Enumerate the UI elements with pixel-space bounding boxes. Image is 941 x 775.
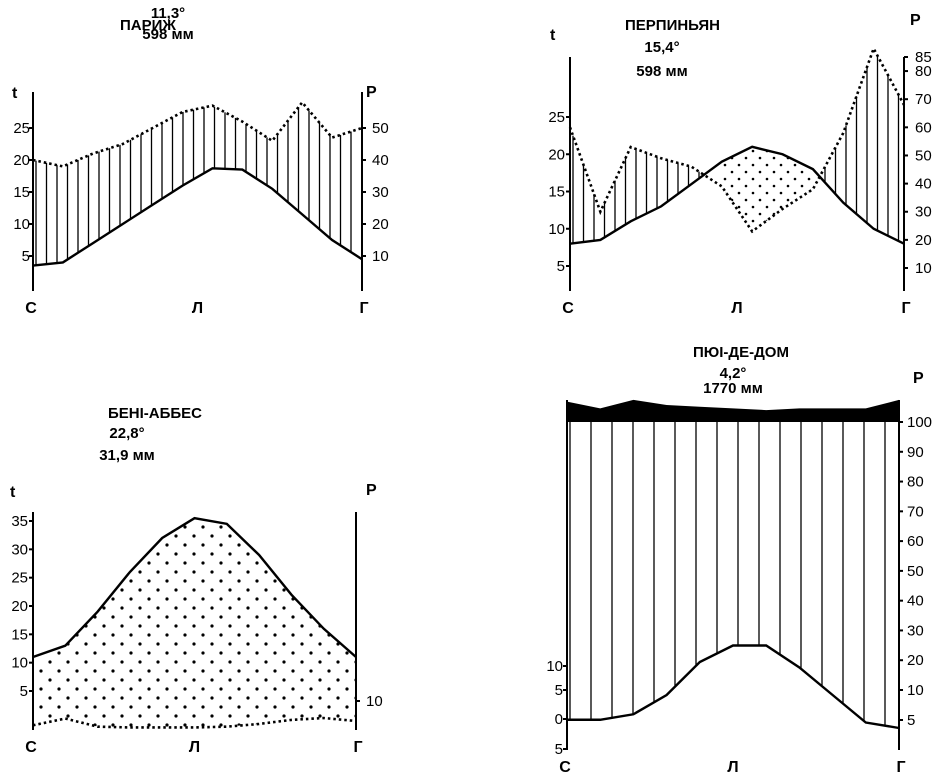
- temperature-line: [32, 167, 363, 267]
- right-tick-label: 70: [915, 91, 932, 108]
- right-tick-label: 30: [915, 204, 932, 221]
- left-tick-label: 20: [548, 146, 565, 163]
- left-tick-label: 10: [11, 655, 28, 672]
- left-tick-label: 35: [11, 513, 28, 530]
- left-tick-label: 15: [13, 184, 30, 201]
- right-tick-label: 5: [907, 712, 915, 729]
- annual-precipitation: 598 мм: [142, 26, 193, 43]
- left-tick-label: 5: [555, 741, 563, 758]
- chart-2: ПЕРПИНЬЯН 15,4° 598 мм t P 5 10 15 20 25 10 20 30 40 5…: [548, 12, 931, 317]
- right-axis-label: P: [366, 84, 377, 101]
- right-tick-label: 60: [915, 119, 932, 136]
- temperature-line: [569, 145, 905, 245]
- right-tick-label: 50: [372, 120, 389, 137]
- right-tick-label: 30: [372, 184, 389, 201]
- annual-precipitation: 31,9 мм: [99, 447, 155, 464]
- left-axis-label: t: [12, 85, 18, 102]
- chart-3: БЕНІ-АББЕС 22,8° 31,9 мм t P 5 10 15 20 25 30 35 10 С…: [10, 405, 383, 756]
- left-tick-label: 5: [22, 248, 30, 265]
- precipitation-line: [568, 45, 906, 234]
- x-tick-label: С: [559, 759, 571, 775]
- right-tick-label: 80: [915, 63, 932, 80]
- right-tick-label: 20: [372, 216, 389, 233]
- left-tick-label: 15: [548, 184, 565, 201]
- mean-temperature: 22,8°: [109, 425, 144, 442]
- left-tick-label: 20: [13, 152, 30, 169]
- x-tick-label: С: [25, 739, 37, 756]
- left-tick-label: 30: [11, 541, 28, 558]
- right-axis-label: P: [913, 370, 924, 387]
- x-tick-label: С: [25, 300, 37, 317]
- left-tick-label: 10: [13, 216, 30, 233]
- right-tick-label: 10: [366, 693, 383, 710]
- x-tick-label: Л: [192, 300, 203, 317]
- right-tick-label: 20: [907, 652, 924, 669]
- x-tick-label: Л: [727, 759, 738, 775]
- annual-precipitation: 1770 мм: [703, 380, 763, 397]
- x-tick-label: С: [562, 300, 574, 317]
- left-tick-label: 5: [557, 258, 565, 275]
- right-axis-label: P: [366, 482, 377, 499]
- left-tick-label: 5: [20, 683, 28, 700]
- x-tick-label: Г: [896, 759, 905, 775]
- right-tick-label: 10: [915, 260, 932, 277]
- right-tick-label: 50: [907, 563, 924, 580]
- left-axis-label: t: [550, 27, 556, 44]
- station-title: ПЕРПИНЬЯН: [625, 17, 720, 34]
- right-tick-label: 70: [907, 503, 924, 520]
- right-tick-label: 30: [907, 622, 924, 639]
- humid-excess-band: [567, 399, 899, 422]
- left-tick-label: 20: [11, 598, 28, 615]
- right-tick-label: 40: [372, 152, 389, 169]
- station-title: БЕНІ-АББЕС: [108, 405, 202, 422]
- right-tick-label: 60: [907, 533, 924, 550]
- station-title: ПЮІ-ДЕ-ДОМ: [693, 344, 789, 361]
- left-tick-label: 25: [548, 109, 565, 126]
- right-tick-label: 20: [915, 232, 932, 249]
- right-tick-label: 100: [907, 414, 932, 431]
- annual-precipitation: 598 мм: [636, 63, 687, 80]
- right-tick-label: 85: [915, 49, 932, 66]
- left-tick-label: 5: [555, 682, 563, 699]
- left-tick-label: 0: [555, 711, 563, 728]
- x-tick-label: Л: [189, 739, 200, 756]
- left-tick-label: 10: [548, 221, 565, 238]
- right-tick-label: 10: [372, 248, 389, 265]
- x-tick-label: Л: [731, 300, 742, 317]
- left-tick-label: 25: [13, 120, 30, 137]
- x-tick-label: Г: [359, 300, 368, 317]
- station-title: ПАРИЖ: [120, 17, 176, 34]
- x-tick-label: Г: [901, 300, 910, 317]
- right-tick-label: 80: [907, 474, 924, 491]
- left-tick-label: 10: [546, 658, 563, 675]
- precipitation-line: [32, 100, 363, 168]
- left-axis-label: t: [10, 484, 16, 501]
- arid-period-area: [721, 146, 813, 232]
- left-tick-label: 25: [11, 570, 28, 587]
- mean-temperature: 11,3°: [151, 5, 185, 22]
- arid-period-area: [33, 518, 356, 728]
- mean-temperature: 15,4°: [644, 39, 679, 56]
- right-axis-label: P: [910, 12, 921, 29]
- temperature-line: [567, 644, 900, 730]
- right-tick-label: 90: [907, 444, 924, 461]
- right-tick-label: 40: [915, 176, 932, 193]
- precipitation-line: [32, 716, 357, 729]
- right-tick-label: 40: [907, 593, 924, 610]
- left-tick-label: 15: [11, 626, 28, 643]
- temperature-line: [32, 516, 357, 659]
- right-tick-label: 10: [907, 682, 924, 699]
- right-tick-label: 50: [915, 147, 932, 164]
- x-tick-label: Г: [353, 739, 362, 756]
- mean-temperature: 4,2°: [720, 365, 747, 382]
